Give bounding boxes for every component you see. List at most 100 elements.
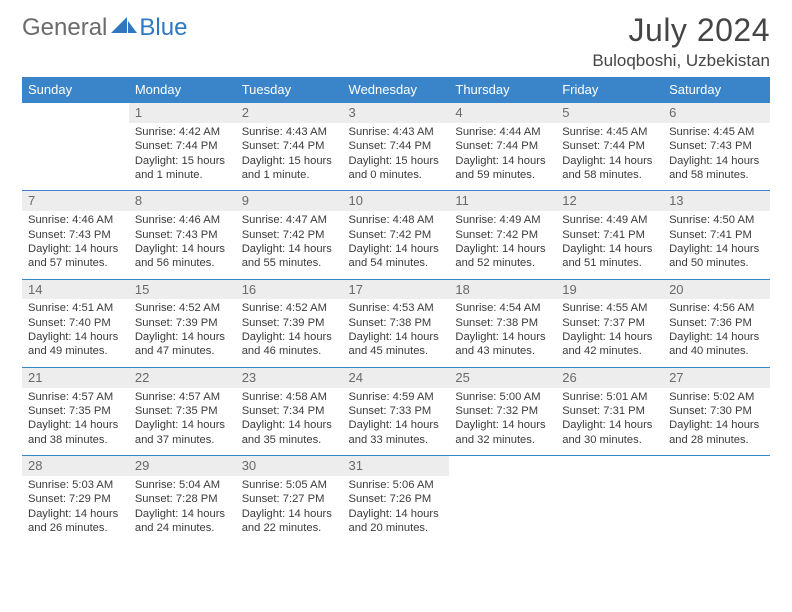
day-number: 7 <box>22 191 129 211</box>
calendar-cell: . <box>22 103 129 191</box>
daylight-line: Daylight: 15 hours and 1 minute. <box>242 154 337 183</box>
sunrise-line: Sunrise: 4:52 AM <box>135 301 230 315</box>
calendar-cell: 12Sunrise: 4:49 AMSunset: 7:41 PMDayligh… <box>556 191 663 279</box>
day-details: Sunrise: 4:49 AMSunset: 7:41 PMDaylight:… <box>556 211 663 278</box>
day-details: Sunrise: 5:05 AMSunset: 7:27 PMDaylight:… <box>236 476 343 543</box>
day-number: 25 <box>449 368 556 388</box>
daylight-line: Daylight: 14 hours and 28 minutes. <box>669 418 764 447</box>
day-details: Sunrise: 4:58 AMSunset: 7:34 PMDaylight:… <box>236 388 343 455</box>
sunrise-line: Sunrise: 4:45 AM <box>669 125 764 139</box>
sunrise-line: Sunrise: 4:57 AM <box>28 390 123 404</box>
day-number: 9 <box>236 191 343 211</box>
day-details: Sunrise: 4:57 AMSunset: 7:35 PMDaylight:… <box>22 388 129 455</box>
sunrise-line: Sunrise: 4:50 AM <box>669 213 764 227</box>
daylight-line: Daylight: 14 hours and 46 minutes. <box>242 330 337 359</box>
daylight-line: Daylight: 14 hours and 40 minutes. <box>669 330 764 359</box>
daylight-line: Daylight: 15 hours and 0 minutes. <box>349 154 444 183</box>
daylight-line: Daylight: 14 hours and 58 minutes. <box>669 154 764 183</box>
calendar-cell: 10Sunrise: 4:48 AMSunset: 7:42 PMDayligh… <box>343 191 450 279</box>
sunset-line: Sunset: 7:44 PM <box>455 139 550 153</box>
sunrise-line: Sunrise: 5:04 AM <box>135 478 230 492</box>
sunset-line: Sunset: 7:34 PM <box>242 404 337 418</box>
day-number: 16 <box>236 280 343 300</box>
calendar-week-row: .1Sunrise: 4:42 AMSunset: 7:44 PMDayligh… <box>22 103 770 191</box>
calendar-body: .1Sunrise: 4:42 AMSunset: 7:44 PMDayligh… <box>22 103 770 544</box>
calendar-cell: 27Sunrise: 5:02 AMSunset: 7:30 PMDayligh… <box>663 367 770 455</box>
sunrise-line: Sunrise: 4:42 AM <box>135 125 230 139</box>
sunrise-line: Sunrise: 4:52 AM <box>242 301 337 315</box>
sunset-line: Sunset: 7:44 PM <box>349 139 444 153</box>
sunset-line: Sunset: 7:27 PM <box>242 492 337 506</box>
daylight-line: Daylight: 14 hours and 33 minutes. <box>349 418 444 447</box>
day-header-friday: Friday <box>556 77 663 103</box>
day-number: 12 <box>556 191 663 211</box>
daylight-line: Daylight: 14 hours and 47 minutes. <box>135 330 230 359</box>
calendar-cell: 23Sunrise: 4:58 AMSunset: 7:34 PMDayligh… <box>236 367 343 455</box>
calendar-week-row: 21Sunrise: 4:57 AMSunset: 7:35 PMDayligh… <box>22 367 770 455</box>
sunrise-line: Sunrise: 4:45 AM <box>562 125 657 139</box>
day-details: Sunrise: 4:45 AMSunset: 7:44 PMDaylight:… <box>556 123 663 190</box>
day-number: 20 <box>663 280 770 300</box>
calendar-cell: 2Sunrise: 4:43 AMSunset: 7:44 PMDaylight… <box>236 103 343 191</box>
daylight-line: Daylight: 14 hours and 30 minutes. <box>562 418 657 447</box>
sunset-line: Sunset: 7:42 PM <box>242 228 337 242</box>
sunrise-line: Sunrise: 4:44 AM <box>455 125 550 139</box>
calendar-cell: 3Sunrise: 4:43 AMSunset: 7:44 PMDaylight… <box>343 103 450 191</box>
calendar-week-row: 14Sunrise: 4:51 AMSunset: 7:40 PMDayligh… <box>22 279 770 367</box>
sunrise-line: Sunrise: 4:59 AM <box>349 390 444 404</box>
calendar-cell: . <box>556 456 663 544</box>
calendar-cell: 22Sunrise: 4:57 AMSunset: 7:35 PMDayligh… <box>129 367 236 455</box>
sunrise-line: Sunrise: 4:47 AM <box>242 213 337 227</box>
calendar-cell: 18Sunrise: 4:54 AMSunset: 7:38 PMDayligh… <box>449 279 556 367</box>
sunrise-line: Sunrise: 4:46 AM <box>135 213 230 227</box>
day-number: 13 <box>663 191 770 211</box>
daylight-line: Daylight: 15 hours and 1 minute. <box>135 154 230 183</box>
day-number: 19 <box>556 280 663 300</box>
day-details: Sunrise: 4:47 AMSunset: 7:42 PMDaylight:… <box>236 211 343 278</box>
sunrise-line: Sunrise: 4:58 AM <box>242 390 337 404</box>
day-number: 30 <box>236 456 343 476</box>
logo-text-blue: Blue <box>139 14 187 42</box>
calendar-cell: 29Sunrise: 5:04 AMSunset: 7:28 PMDayligh… <box>129 456 236 544</box>
day-header-sunday: Sunday <box>22 77 129 103</box>
calendar-cell: 31Sunrise: 5:06 AMSunset: 7:26 PMDayligh… <box>343 456 450 544</box>
month-title: July 2024 <box>592 12 770 49</box>
sunrise-line: Sunrise: 4:56 AM <box>669 301 764 315</box>
day-details: Sunrise: 4:45 AMSunset: 7:43 PMDaylight:… <box>663 123 770 190</box>
day-number: 17 <box>343 280 450 300</box>
daylight-line: Daylight: 14 hours and 59 minutes. <box>455 154 550 183</box>
sunrise-line: Sunrise: 4:54 AM <box>455 301 550 315</box>
day-number: 26 <box>556 368 663 388</box>
day-header-saturday: Saturday <box>663 77 770 103</box>
calendar-week-row: 7Sunrise: 4:46 AMSunset: 7:43 PMDaylight… <box>22 191 770 279</box>
day-details: Sunrise: 4:43 AMSunset: 7:44 PMDaylight:… <box>236 123 343 190</box>
sunset-line: Sunset: 7:41 PM <box>562 228 657 242</box>
daylight-line: Daylight: 14 hours and 55 minutes. <box>242 242 337 271</box>
day-details: Sunrise: 4:46 AMSunset: 7:43 PMDaylight:… <box>22 211 129 278</box>
calendar-cell: 11Sunrise: 4:49 AMSunset: 7:42 PMDayligh… <box>449 191 556 279</box>
day-details: Sunrise: 4:59 AMSunset: 7:33 PMDaylight:… <box>343 388 450 455</box>
sunset-line: Sunset: 7:41 PM <box>669 228 764 242</box>
logo-sail-icon <box>111 17 137 40</box>
sunset-line: Sunset: 7:44 PM <box>242 139 337 153</box>
calendar-table: SundayMondayTuesdayWednesdayThursdayFrid… <box>22 77 770 543</box>
sunrise-line: Sunrise: 5:02 AM <box>669 390 764 404</box>
calendar-cell: 17Sunrise: 4:53 AMSunset: 7:38 PMDayligh… <box>343 279 450 367</box>
sunrise-line: Sunrise: 4:48 AM <box>349 213 444 227</box>
day-number: 6 <box>663 103 770 123</box>
calendar-cell: . <box>449 456 556 544</box>
sunset-line: Sunset: 7:43 PM <box>135 228 230 242</box>
day-number: 15 <box>129 280 236 300</box>
day-details: Sunrise: 5:01 AMSunset: 7:31 PMDaylight:… <box>556 388 663 455</box>
sunset-line: Sunset: 7:30 PM <box>669 404 764 418</box>
day-number: 18 <box>449 280 556 300</box>
day-number: 14 <box>22 280 129 300</box>
calendar-cell: 25Sunrise: 5:00 AMSunset: 7:32 PMDayligh… <box>449 367 556 455</box>
calendar-cell: 14Sunrise: 4:51 AMSunset: 7:40 PMDayligh… <box>22 279 129 367</box>
day-details: Sunrise: 5:04 AMSunset: 7:28 PMDaylight:… <box>129 476 236 543</box>
sunset-line: Sunset: 7:28 PM <box>135 492 230 506</box>
day-number: 2 <box>236 103 343 123</box>
daylight-line: Daylight: 14 hours and 54 minutes. <box>349 242 444 271</box>
day-details: Sunrise: 4:43 AMSunset: 7:44 PMDaylight:… <box>343 123 450 190</box>
day-details: Sunrise: 5:02 AMSunset: 7:30 PMDaylight:… <box>663 388 770 455</box>
